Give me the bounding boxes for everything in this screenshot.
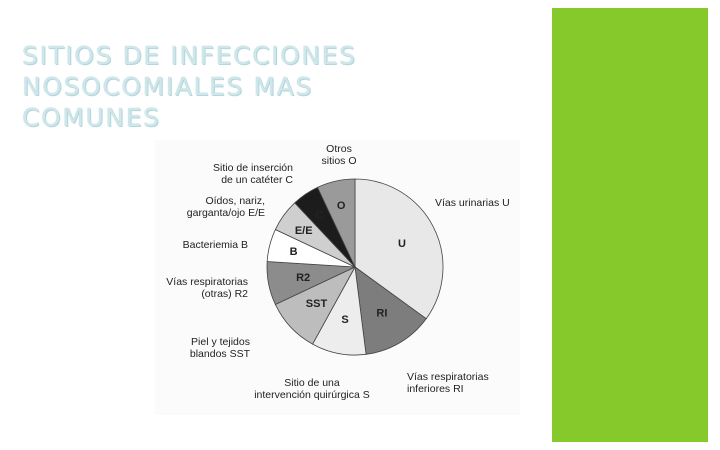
slice-code-o: O	[337, 200, 346, 212]
slice-code-r2: R2	[296, 272, 310, 284]
slice-label-line: Vías respiratorias	[166, 276, 248, 288]
slide-title: SITIOS DE INFECCIONES NOSOCOMIALES MAS C…	[22, 40, 382, 133]
slice-label-line: inferiores RI	[407, 383, 464, 395]
green-accent-bar	[552, 8, 708, 442]
slice-code-c: C	[315, 210, 323, 222]
pie-slice-o	[316, 178, 356, 268]
slice-label-line: Piel y tejidos	[191, 336, 250, 348]
slice-code-sst: SST	[306, 298, 328, 310]
slice-label-o: Otros sitios O	[321, 143, 356, 167]
slice-label-r2: Vías respiratorias (otras) R2	[166, 276, 248, 300]
slice-label-ri: Vías respiratorias inferiores RI	[407, 371, 489, 395]
slice-label-line: intervención quirúrgica S	[254, 389, 370, 401]
slice-label-line: garganta/ojo E/E	[187, 207, 265, 219]
slice-label-line: de un catéter C	[221, 174, 293, 186]
slide-title-line-2: NOSOCOMIALES MAS	[22, 72, 313, 101]
pie-slice-u	[354, 178, 444, 320]
slice-label-line: Otros	[326, 143, 352, 155]
slice-label-line: Sitio de una	[284, 377, 340, 389]
slice-code-s: S	[341, 314, 348, 326]
slide-title-line-1: SITIOS DE INFECCIONES	[22, 41, 357, 70]
slice-label-line: (otras) R2	[201, 288, 248, 300]
slice-code-ee: E/E	[295, 225, 313, 237]
slice-label-line: sitios O	[321, 155, 356, 167]
slice-label-line: blandos SST	[190, 348, 251, 360]
slice-code-ri: RI	[376, 307, 387, 319]
slice-label-u: Vías urinarias U	[435, 197, 510, 209]
slice-label-b: Bacteriemia B	[183, 239, 248, 251]
pie-chart: U RI S SST R2 B E/EC O Vías urinarias U Vías res…	[155, 140, 520, 415]
slice-label-line: Bacteriemia B	[183, 239, 248, 251]
slice-label-ee: Oídos, nariz, garganta/ojo E/E	[187, 195, 265, 219]
slice-label-line: Sitio de inserción	[213, 162, 293, 174]
pie-chart-panel: U RI S SST R2 B E/E C O Vías urinarias U Vías res…	[155, 140, 520, 415]
slice-label-line: Oídos, nariz,	[205, 195, 265, 207]
slice-label-sst: Piel y tejidos blandos SST	[190, 336, 251, 360]
slice-code-b: B	[290, 246, 298, 258]
slice-label-c: Sitio de inserción de un catéter C	[213, 162, 293, 186]
slice-label-line: Vías respiratorias	[407, 371, 489, 383]
slice-label-s: Sitio de una intervención quirúrgica S	[254, 377, 370, 401]
slice-code-u: U	[398, 238, 406, 250]
slide-title-line-3: COMUNES	[22, 103, 161, 132]
pie-slice-ri	[354, 266, 427, 355]
slice-label-line: Vías urinarias U	[435, 197, 510, 209]
